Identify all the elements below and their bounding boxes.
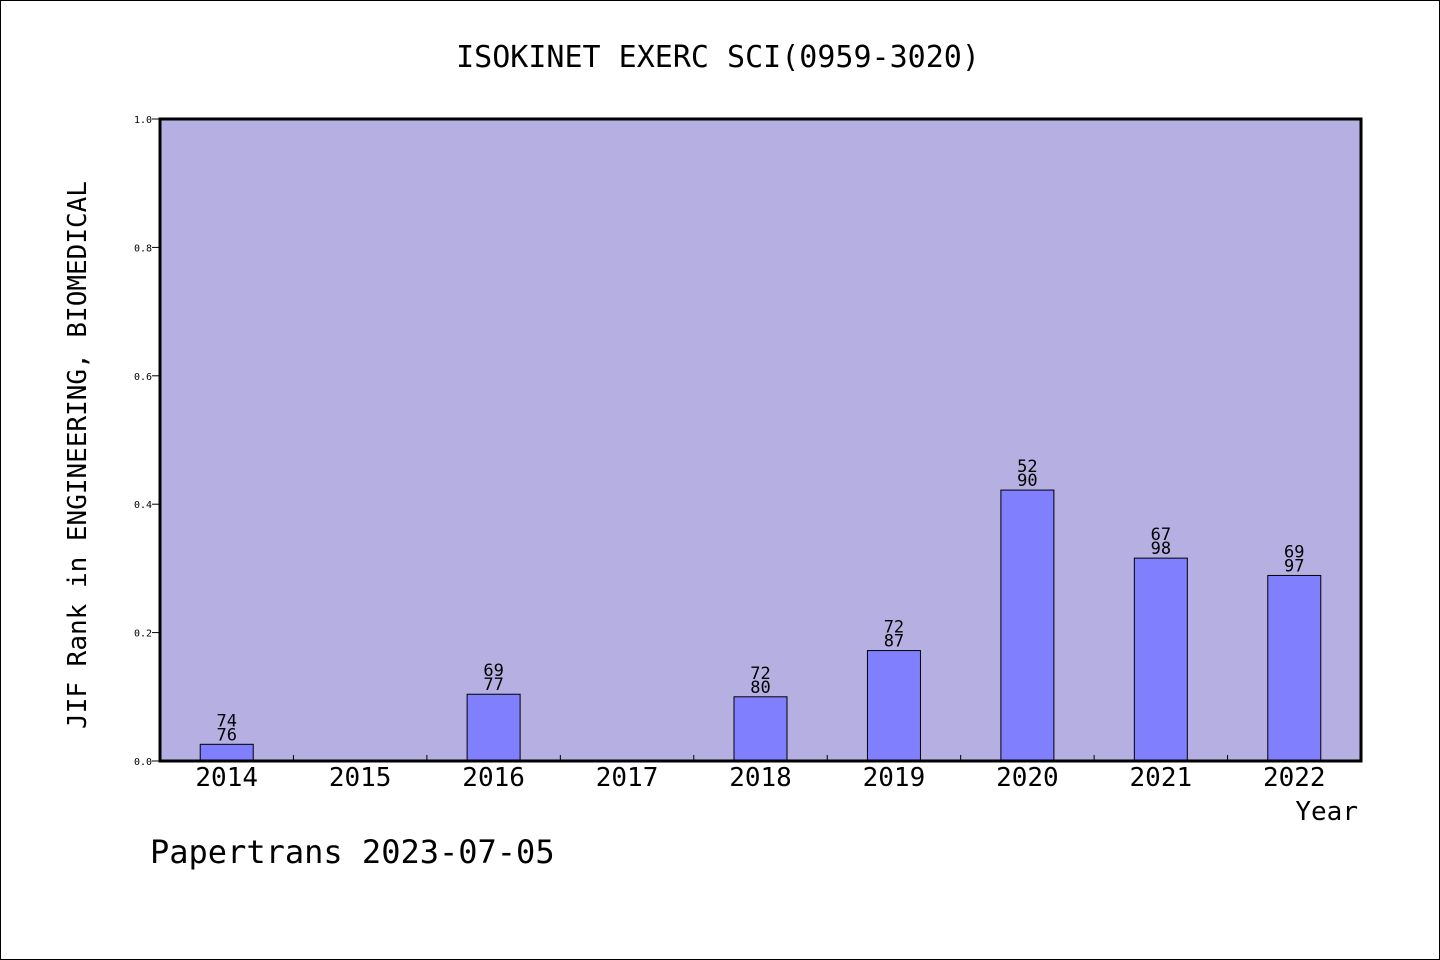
data-label-total: 98	[1151, 539, 1171, 559]
bar-2022	[1267, 574, 1322, 762]
y-tick-label: 0.8	[134, 243, 152, 254]
x-tick-label: 2014	[195, 763, 258, 793]
x-tick-label: 2018	[729, 763, 792, 793]
y-tick-label: 1.0	[134, 115, 152, 126]
x-axis-label: Year	[1295, 797, 1358, 827]
x-tick-label: 2020	[996, 763, 1059, 793]
bar-2019	[866, 650, 921, 762]
x-tick-label: 2022	[1263, 763, 1326, 793]
x-tick-label: 2016	[462, 763, 525, 793]
chart-title: ISOKINET EXERC SCI(0959-3020)	[456, 40, 980, 75]
data-label-total: 76	[216, 725, 236, 745]
data-label-rank: 72	[750, 664, 770, 684]
data-label-total: 97	[1284, 556, 1304, 576]
bar-2020	[1000, 489, 1055, 762]
data-label-rank: 72	[884, 618, 904, 638]
bar-2018	[733, 696, 788, 762]
y-tick-label: 0.4	[134, 500, 152, 511]
data-label-total: 80	[750, 678, 770, 698]
data-label-rank: 67	[1151, 525, 1171, 545]
y-tick-label: 0.0	[134, 757, 152, 768]
plot-border	[158, 117, 1363, 763]
data-label-total: 77	[483, 675, 503, 695]
data-label-rank: 74	[216, 711, 236, 731]
x-tick-label: 2015	[329, 763, 392, 793]
bar-2014	[199, 743, 254, 762]
data-label-rank: 69	[483, 661, 503, 681]
bar-2021	[1133, 557, 1188, 762]
footer-credit: Papertrans 2023-07-05	[150, 833, 555, 871]
x-tick-label: 2021	[1130, 763, 1193, 793]
data-label-rank: 52	[1017, 457, 1037, 477]
y-tick-label: 0.2	[134, 629, 152, 640]
data-label-total: 87	[884, 632, 904, 652]
x-tick-label: 2019	[863, 763, 926, 793]
x-tick-label: 2017	[596, 763, 659, 793]
bars-layer	[199, 489, 1322, 762]
bar-2016	[466, 693, 521, 762]
y-axis-label: JIF Rank in ENGINEERING, BIOMEDICAL	[63, 181, 93, 729]
data-label-rank: 69	[1284, 542, 1304, 562]
y-tick-label: 0.6	[134, 372, 152, 383]
data-label-total: 90	[1017, 471, 1037, 491]
